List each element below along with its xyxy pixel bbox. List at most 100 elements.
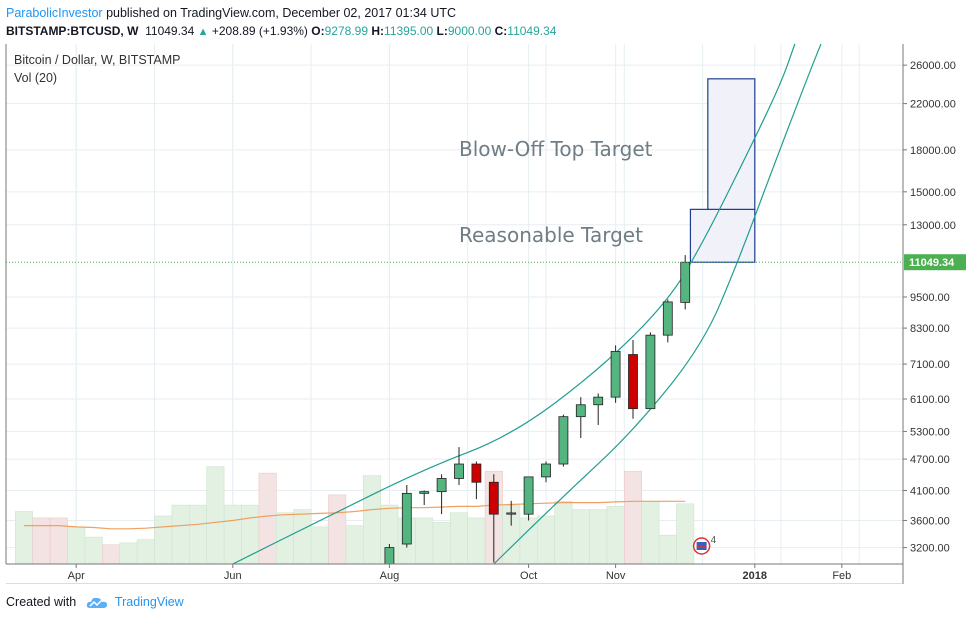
target-boxes[interactable] xyxy=(689,78,756,263)
author-link[interactable]: ParabolicInvestor xyxy=(6,6,103,20)
volume-bar xyxy=(328,494,347,565)
x-tick-label: 2018 xyxy=(743,570,767,582)
y-tick-label: 4100.00 xyxy=(910,486,950,498)
volume-bar xyxy=(345,525,364,565)
x-tick-label: Aug xyxy=(380,570,400,582)
volume-bar xyxy=(84,536,103,565)
reasonable-target-label: Reasonable Target xyxy=(459,223,643,247)
candle-body xyxy=(558,416,569,465)
y-tick-label: 26000.00 xyxy=(910,60,956,72)
volume-bar xyxy=(223,504,242,565)
open-value: 9278.99 xyxy=(324,24,369,38)
volume-bar xyxy=(119,542,138,565)
candle-body xyxy=(593,396,604,406)
volume-bar xyxy=(15,511,33,565)
volume-bar xyxy=(362,475,381,565)
change-arrow-icon: ▲ xyxy=(197,26,209,38)
parabolic-curves[interactable] xyxy=(232,44,822,565)
price-change: +208.89 (+1.93%) xyxy=(211,24,308,38)
volume-bar xyxy=(589,509,608,565)
target-box xyxy=(689,208,756,263)
chart-header: ParabolicInvestor published on TradingVi… xyxy=(6,4,956,44)
candle-body xyxy=(575,404,586,418)
price-chart[interactable]: Bitcoin / Dollar, W, BITSTAMP Vol (20) Rea… xyxy=(0,44,966,584)
candle-body xyxy=(488,481,499,515)
y-tick-label: 3200.00 xyxy=(910,543,950,555)
volume-bar xyxy=(258,472,277,565)
volume-ma-line xyxy=(24,500,686,530)
y-tick-label: 13000.00 xyxy=(910,220,956,232)
last-price-tag xyxy=(904,254,966,271)
quote-line: BITSTAMP:BTCUSD, W 11049.34 ▲ +208.89 (+… xyxy=(6,22,956,40)
published-text: published on TradingView.com, December 0… xyxy=(106,6,457,20)
y-tick-label: 6100.00 xyxy=(910,394,950,406)
volume-ma xyxy=(24,500,686,530)
y-tick-label: 3600.00 xyxy=(910,515,950,527)
volume-bar xyxy=(136,539,155,565)
x-tick-label: Apr xyxy=(68,570,85,582)
candle-body xyxy=(680,261,691,303)
last-price: 11049.34 xyxy=(145,24,195,38)
symbol-label[interactable]: BITSTAMP:BTCUSD, W xyxy=(6,24,139,38)
candle-body xyxy=(436,478,447,493)
low-label: L: xyxy=(436,24,448,38)
candle-body xyxy=(645,334,656,410)
close-label: C: xyxy=(494,24,508,38)
y-tick-label: 4700.00 xyxy=(910,454,950,466)
volume-bar xyxy=(206,466,225,565)
y-tick-label: 5300.00 xyxy=(910,426,950,438)
y-tick-label: 18000.00 xyxy=(910,145,956,157)
event-count: 4 xyxy=(711,535,717,546)
candle-body xyxy=(384,547,395,565)
x-tick-label: Nov xyxy=(606,570,626,582)
blow-off-top-label: Blow-Off Top Target xyxy=(459,137,653,161)
volume-bar xyxy=(189,504,208,565)
volume-bar xyxy=(102,544,121,565)
volume-bar xyxy=(49,517,68,565)
last-price-label: 11049.34 xyxy=(909,257,955,269)
volume-bar xyxy=(623,470,642,565)
lower-parabola-curve xyxy=(493,44,822,565)
volume-bar xyxy=(154,515,173,565)
candle-body xyxy=(628,354,638,410)
open-label: O: xyxy=(311,24,325,38)
volume-bar xyxy=(310,526,329,565)
grid xyxy=(6,44,903,564)
annotations: Bitcoin / Dollar, W, BITSTAMP Vol (20) Rea… xyxy=(14,53,717,555)
y-tick-label: 15000.00 xyxy=(910,187,956,199)
footer: Created with TradingView xyxy=(6,591,184,613)
volume-bar xyxy=(571,509,590,565)
candle-body xyxy=(523,476,534,515)
volume-bar xyxy=(467,517,486,565)
candle-body xyxy=(541,463,551,478)
tradingview-cloud-icon xyxy=(86,597,107,608)
y-tick-label: 7100.00 xyxy=(910,359,950,371)
candle-body xyxy=(401,492,412,545)
y-tick-label: 9500.00 xyxy=(910,292,950,304)
chart-title: Bitcoin / Dollar, W, BITSTAMP xyxy=(14,53,180,67)
candle-body xyxy=(454,463,464,479)
publish-line: ParabolicInvestor published on TradingVi… xyxy=(6,4,956,22)
tradingview-link[interactable]: TradingView xyxy=(114,595,184,609)
upper-parabola-curve xyxy=(232,44,796,565)
volume-bar xyxy=(554,500,573,565)
volume-bars xyxy=(15,466,695,565)
x-tick-label: Feb xyxy=(832,570,851,582)
volume-bar xyxy=(449,512,468,565)
candles xyxy=(384,255,691,565)
volume-bar xyxy=(415,517,434,565)
candle-body xyxy=(419,491,430,494)
y-tick-label: 8300.00 xyxy=(910,323,950,335)
volume-bar xyxy=(67,526,86,565)
high-value: 11395.00 xyxy=(384,24,434,38)
candle-body xyxy=(610,351,621,398)
volume-bar xyxy=(536,515,555,565)
flag-field xyxy=(696,542,707,550)
volume-bar xyxy=(32,517,51,565)
volume-bar xyxy=(606,506,625,565)
x-tick-label: Oct xyxy=(520,570,537,582)
candle-body xyxy=(506,512,517,515)
volume-bar xyxy=(676,503,695,565)
candle-body xyxy=(662,301,673,336)
low-value: 9000.00 xyxy=(447,24,492,38)
